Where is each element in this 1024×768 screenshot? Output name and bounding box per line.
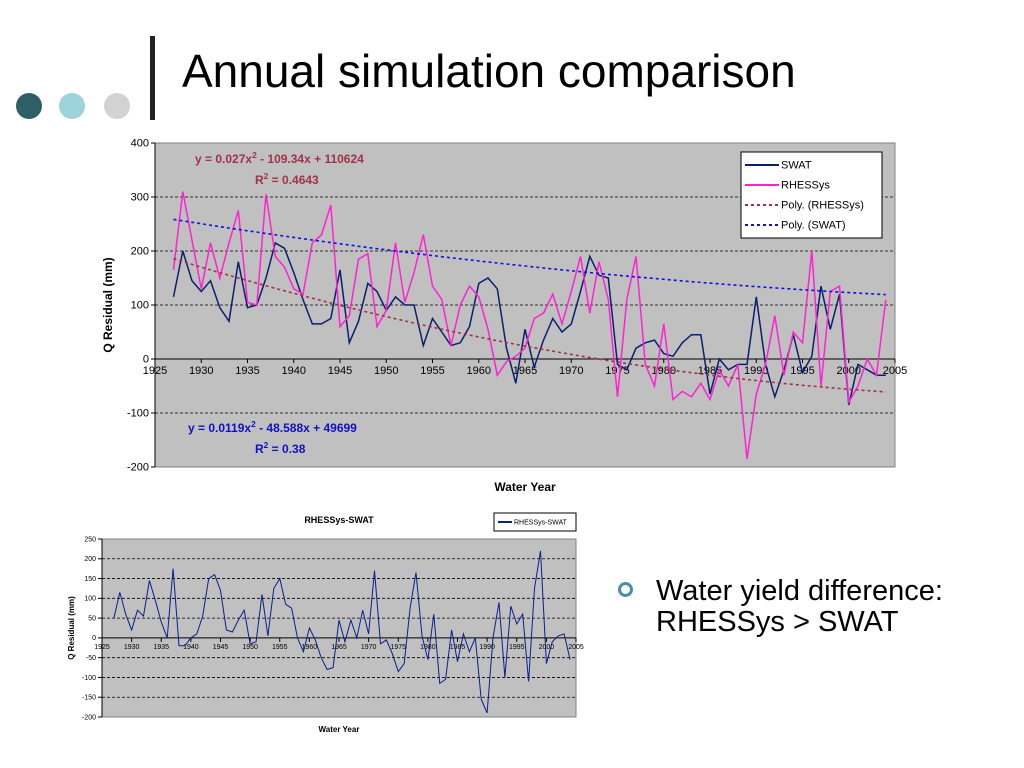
y-tick-label: 50 — [88, 615, 96, 622]
title-dot-1 — [16, 93, 42, 119]
x-tick-label: 1985 — [698, 365, 722, 377]
x-axis-title: Water Year — [319, 725, 360, 734]
legend-box — [493, 512, 577, 532]
x-tick-label: 2005 — [883, 365, 907, 377]
x-tick-label: 1955 — [272, 644, 288, 651]
legend-box — [740, 151, 883, 239]
y-tick-label: 250 — [84, 536, 96, 543]
difference-chart: -200 -150 -100 -50 0 50 100 150 200 250 1925 1930 19… — [62, 507, 592, 739]
x-tick-label: 1980 — [652, 365, 676, 377]
legend-label: RHESSys-SWAT — [514, 519, 568, 526]
y-tick-label: 400 — [131, 138, 149, 150]
legend-label: Poly. (SWAT) — [781, 220, 846, 232]
y-tick-label: 150 — [84, 576, 96, 583]
x-axis-title: Water Year — [494, 480, 556, 494]
title-dot-2 — [59, 93, 85, 119]
series-line-rhessys-swat — [113, 550, 571, 714]
legend-label: SWAT — [781, 160, 812, 172]
x-tick-label: 1950 — [374, 365, 398, 377]
swat-fit-equation: y = 0.0119x2 - 48.588x + 49699 — [188, 419, 357, 435]
y-tick-label: 0 — [143, 354, 149, 366]
series-line-rhessys — [172, 191, 887, 460]
rhessys-fit-equation: y = 0.027x2 - 109.34x + 110624 — [195, 150, 364, 166]
x-tick-label: 1960 — [302, 644, 318, 651]
x-tick-label: 1930 — [189, 365, 213, 377]
y-tick-label: -200 — [82, 714, 96, 721]
x-tick-label: 1970 — [361, 644, 377, 651]
x-tick-label: 1970 — [559, 365, 583, 377]
y-tick-label: 100 — [131, 300, 149, 312]
x-tick-label: 1940 — [282, 365, 306, 377]
series-line-poly-rhessys — [173, 257, 886, 393]
y-tick-label: -150 — [82, 695, 96, 702]
x-tick-label: 1945 — [213, 644, 229, 651]
y-tick-label: 100 — [84, 596, 96, 603]
x-tick-label: 1935 — [235, 365, 259, 377]
bullet-line-1: Water yield difference: — [656, 575, 943, 607]
legend-label: RHESSys — [781, 180, 830, 192]
y-tick-label: -100 — [82, 675, 96, 682]
x-tick-label: 1945 — [328, 365, 352, 377]
x-tick-label: 1930 — [124, 644, 140, 651]
y-axis-title: Q Residual (mm) — [101, 257, 115, 352]
chart-title: RHESSys-SWAT — [304, 515, 374, 525]
swat-fit-r2: R2 = 0.38 — [255, 440, 306, 456]
x-tick-label: 1990 — [479, 644, 495, 651]
x-tick-label: 2000 — [837, 365, 861, 377]
x-tick-label: 1975 — [390, 644, 406, 651]
y-tick-label: 300 — [131, 192, 149, 204]
x-tick-label: 1940 — [183, 644, 199, 651]
title-divider — [150, 36, 155, 120]
x-tick-label: 1925 — [94, 644, 110, 651]
bullet-line-2: RHESSys > SWAT — [656, 606, 899, 638]
rhessys-fit-r2: R2 = 0.4643 — [255, 171, 319, 187]
x-tick-label: 1935 — [153, 644, 169, 651]
y-tick-label: 200 — [84, 556, 96, 563]
series-line-swat — [172, 241, 886, 406]
plot-area — [101, 538, 577, 718]
x-tick-label: 1955 — [420, 365, 444, 377]
x-tick-label: 2000 — [539, 644, 555, 651]
x-tick-label: 1995 — [509, 644, 525, 651]
x-tick-label: 2005 — [568, 644, 584, 651]
legend-label: Poly. (RHESSys) — [781, 200, 864, 212]
x-tick-label: 1965 — [331, 644, 347, 651]
x-tick-label: 1980 — [420, 644, 436, 651]
bullet-text: Water yield difference: RHESSys > SWAT — [656, 576, 1024, 638]
y-tick-label: -200 — [127, 462, 149, 474]
x-tick-label: 1985 — [450, 644, 466, 651]
series-line-poly-swat — [173, 218, 886, 296]
y-axis-title: Q Residual (mm) — [67, 596, 76, 660]
y-tick-label: -100 — [127, 408, 149, 420]
y-tick-label: 200 — [131, 246, 149, 258]
x-tick-label: 1960 — [467, 365, 491, 377]
y-tick-label: -50 — [86, 655, 96, 662]
y-tick-label: 0 — [92, 635, 96, 642]
x-tick-label: 1950 — [242, 644, 258, 651]
title-dot-3 — [104, 93, 130, 119]
bullet-ring-icon — [618, 582, 633, 597]
x-tick-label: 1975 — [605, 365, 629, 377]
x-tick-label: 1925 — [143, 365, 167, 377]
slide-title: Annual simulation comparison — [182, 45, 796, 97]
main-residual-chart: -200 -100 0 100 200 300 400 1925 1930 1935 1940 194… — [101, 138, 907, 494]
